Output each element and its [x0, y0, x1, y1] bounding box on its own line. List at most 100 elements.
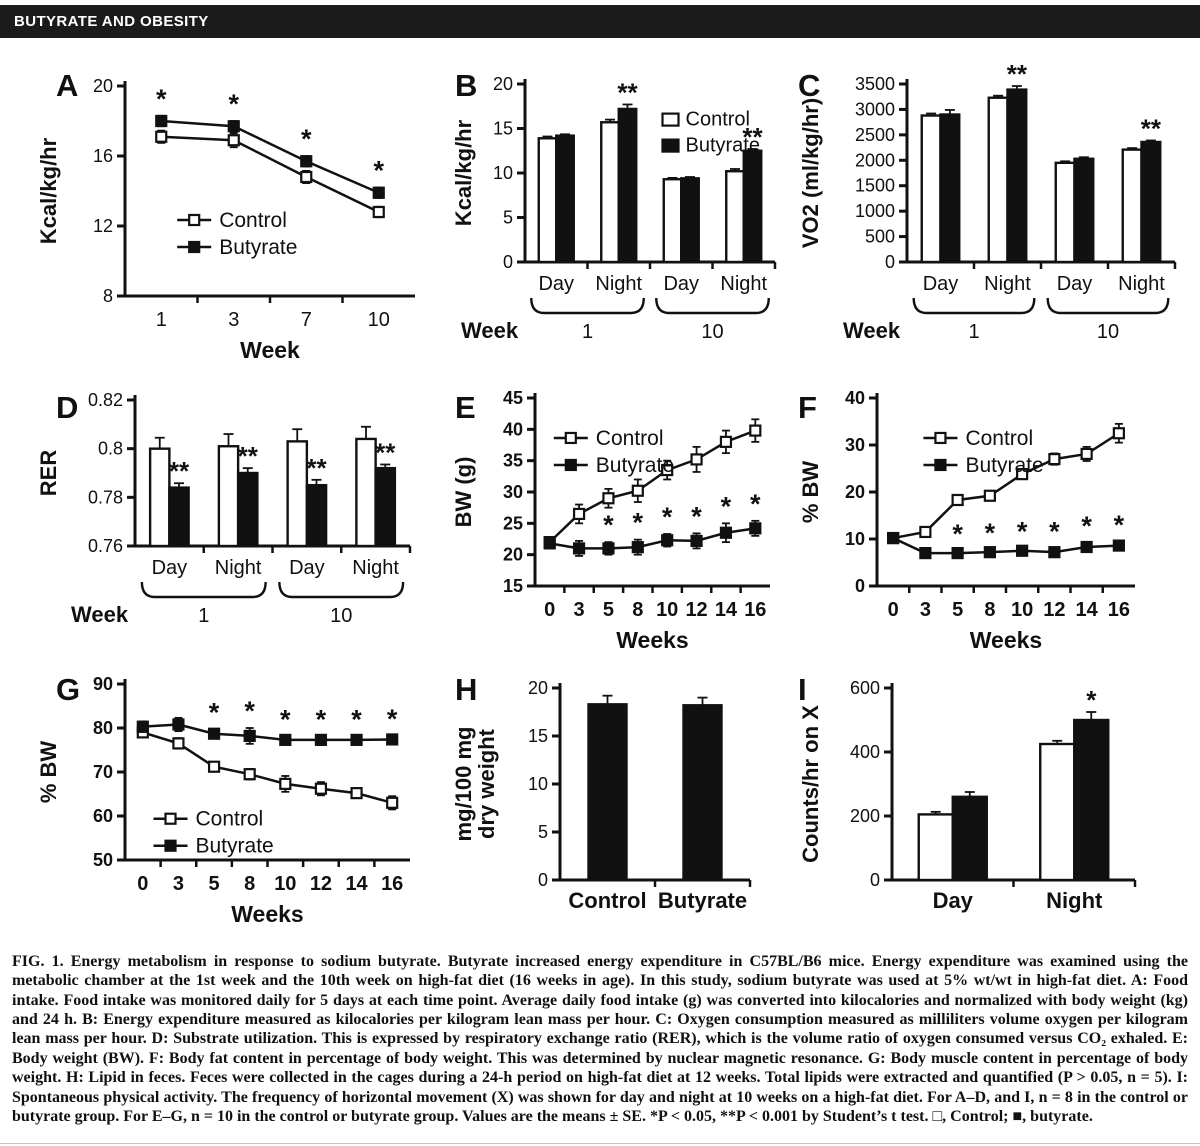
svg-text:16: 16	[381, 873, 403, 895]
svg-text:3000: 3000	[855, 99, 895, 119]
bars-control	[920, 94, 1143, 264]
bars-butyrate	[939, 85, 1162, 264]
significance-marker: *	[209, 697, 220, 727]
svg-text:16: 16	[1108, 599, 1130, 621]
significance-marker: **	[1007, 59, 1028, 89]
svg-text:10: 10	[845, 529, 865, 549]
svg-text:Night: Night	[984, 273, 1031, 295]
svg-text:0.82: 0.82	[88, 390, 123, 410]
svg-text:8: 8	[103, 286, 113, 306]
significance-marker: *	[633, 508, 644, 538]
svg-text:2500: 2500	[855, 125, 895, 145]
svg-text:mg/100 mg: mg/100 mg	[451, 727, 476, 842]
week-axis-label: Week	[843, 318, 901, 343]
panel-i-letter: I	[798, 672, 807, 707]
svg-text:0: 0	[885, 252, 895, 272]
bars-control	[917, 739, 1076, 882]
svg-text:Night: Night	[720, 273, 767, 295]
svg-text:1: 1	[156, 309, 167, 331]
svg-text:60: 60	[93, 806, 113, 826]
svg-text:12: 12	[93, 216, 113, 236]
legend: Control Butyrate	[177, 209, 297, 259]
svg-text:Day: Day	[923, 273, 959, 295]
svg-text:Day: Day	[933, 888, 974, 913]
svg-text:3500: 3500	[855, 74, 895, 94]
panel-c-letter: C	[798, 68, 821, 103]
panel-b-letter: B	[455, 68, 478, 103]
svg-text:200: 200	[850, 806, 880, 826]
significance-marker: *	[280, 704, 291, 734]
svg-text:5: 5	[538, 822, 548, 842]
bars-butyrate	[168, 463, 397, 548]
svg-text:12: 12	[310, 873, 332, 895]
svg-text:Night: Night	[215, 557, 262, 579]
svg-text:Day: Day	[663, 273, 699, 295]
svg-text:7: 7	[301, 309, 312, 331]
significance-marker: *	[1049, 516, 1060, 546]
svg-text:0: 0	[855, 576, 865, 596]
svg-text:10: 10	[368, 309, 390, 331]
svg-text:5: 5	[603, 599, 614, 621]
svg-text:0: 0	[137, 873, 148, 895]
chart-g-body-muscle: 50 60 70 80 90 % BW 0 3 5 8 10 12 14 16 Weeks * * * * * * Con…	[36, 674, 410, 927]
svg-text:5: 5	[209, 873, 220, 895]
week-groups: 1 10 Week	[461, 297, 770, 343]
svg-text:8: 8	[984, 599, 995, 621]
significance-marker: *	[952, 519, 963, 549]
panel-c: C 0 500 1000 1500 2000 2500 3000 3500 VO2 (ml/kg…	[792, 56, 1190, 374]
week-group-label: 1	[582, 321, 593, 343]
bars-butyrate	[555, 103, 763, 264]
svg-text:1500: 1500	[855, 176, 895, 196]
significance-marker: *	[985, 518, 996, 548]
x-axis-title: Weeks	[616, 627, 688, 653]
series-butyrate	[887, 531, 1125, 560]
legend: Control Butyrate	[553, 427, 674, 477]
significance-marker: **	[375, 437, 396, 467]
svg-text:dry weight: dry weight	[474, 728, 499, 839]
panel-h-letter: H	[455, 672, 478, 707]
svg-text:% BW: % BW	[798, 461, 823, 524]
svg-text:Night: Night	[595, 273, 642, 295]
svg-text:3: 3	[574, 599, 585, 621]
significance-marker: *	[1114, 510, 1125, 540]
svg-text:0.78: 0.78	[88, 487, 123, 507]
significance-marker: *	[721, 491, 732, 521]
legend-label: Control	[686, 109, 750, 131]
svg-text:3: 3	[920, 599, 931, 621]
svg-text:Kcal/kg/hr: Kcal/kg/hr	[451, 119, 476, 226]
svg-text:5: 5	[503, 208, 513, 228]
week-group-label: 10	[1097, 321, 1119, 343]
series-control	[155, 129, 385, 219]
panel-d: D 0.76 0.78 0.8 0.82 RER Day Night Day Night ** **…	[30, 378, 445, 658]
panel-g-letter: G	[56, 672, 81, 707]
series-butyrate	[136, 716, 399, 746]
week-group-label: 1	[968, 321, 979, 343]
axes: 50 60 70 80 90 % BW 0 3 5 8 10 12 14 16 Weeks	[36, 674, 410, 927]
panel-e-letter: E	[455, 390, 476, 425]
legend: Control Butyrate	[153, 808, 274, 858]
axes: 8 12 16 20 Kcal/kg/hr 1 3 7 10 Week	[36, 76, 415, 363]
legend-label: Control	[196, 808, 264, 831]
significance-marker: **	[169, 456, 190, 486]
svg-text:20: 20	[493, 74, 513, 94]
significance-marker: **	[238, 441, 259, 471]
significance-marker: **	[306, 453, 327, 483]
svg-text:8: 8	[244, 873, 255, 895]
svg-text:15: 15	[493, 119, 513, 139]
svg-text:10: 10	[493, 163, 513, 183]
significance-marker: *	[750, 489, 761, 519]
svg-text:3: 3	[228, 309, 239, 331]
significance-marker: *	[156, 84, 167, 114]
svg-text:40: 40	[503, 419, 523, 439]
significance-marker: *	[1086, 685, 1097, 715]
x-axis-title: Week	[240, 337, 300, 363]
svg-text:Kcal/kg/hr: Kcal/kg/hr	[36, 137, 61, 244]
svg-text:14: 14	[345, 873, 368, 895]
svg-text:50: 50	[93, 850, 113, 870]
svg-text:% BW: % BW	[36, 741, 61, 804]
bottom-rule	[0, 1143, 1200, 1144]
